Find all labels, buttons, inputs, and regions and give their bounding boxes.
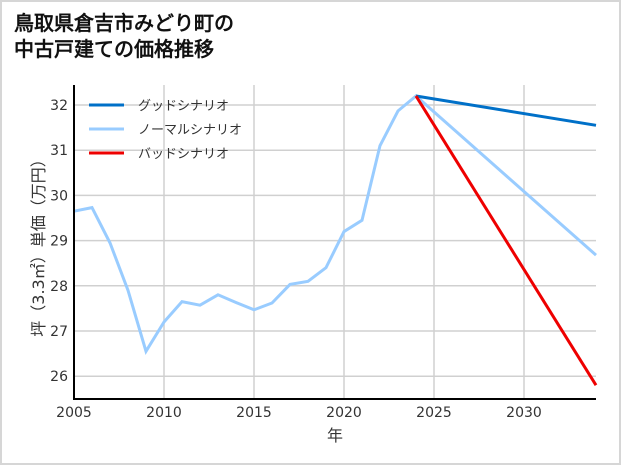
series-line — [415, 94, 597, 127]
y-tick-label: 32 — [50, 98, 68, 114]
series-line — [73, 94, 597, 355]
series-lines — [73, 94, 598, 386]
chart-title-line1: 鳥取県倉吉市みどり町の — [14, 11, 234, 35]
y-tick-label: 29 — [50, 234, 68, 250]
y-tick-labels: 26 27 28 29 30 31 32 — [50, 98, 68, 385]
chart-title: 鳥取県倉吉市みどり町の 中古戸建ての価格推移 — [14, 10, 234, 62]
legend-label: グッドシナリオ — [138, 99, 229, 114]
x-tick-label: 2015 — [236, 405, 272, 421]
series-line — [414, 95, 598, 386]
y-axis-label: 坪（3.3㎡）単価（万円） — [29, 151, 48, 336]
y-tick-label: 26 — [50, 369, 68, 385]
x-axis-label: 年 — [327, 426, 343, 445]
x-tick-label: 2010 — [146, 405, 182, 421]
legend-label: バッドシナリオ — [138, 147, 229, 162]
y-tick-label: 31 — [50, 143, 68, 159]
y-tick-label: 30 — [50, 188, 68, 204]
x-tick-label: 2005 — [56, 405, 92, 421]
x-tick-label: 2025 — [416, 405, 452, 421]
y-tick-label: 28 — [50, 279, 68, 295]
chart-title-line2: 中古戸建ての価格推移 — [14, 37, 214, 61]
x-tick-label: 2030 — [506, 405, 542, 421]
x-tick-labels: 2005 2010 2015 2020 2025 2030 — [56, 405, 542, 421]
legend-label: ノーマルシナリオ — [138, 123, 242, 138]
x-tick-label: 2020 — [326, 405, 362, 421]
y-tick-label: 27 — [50, 324, 68, 340]
